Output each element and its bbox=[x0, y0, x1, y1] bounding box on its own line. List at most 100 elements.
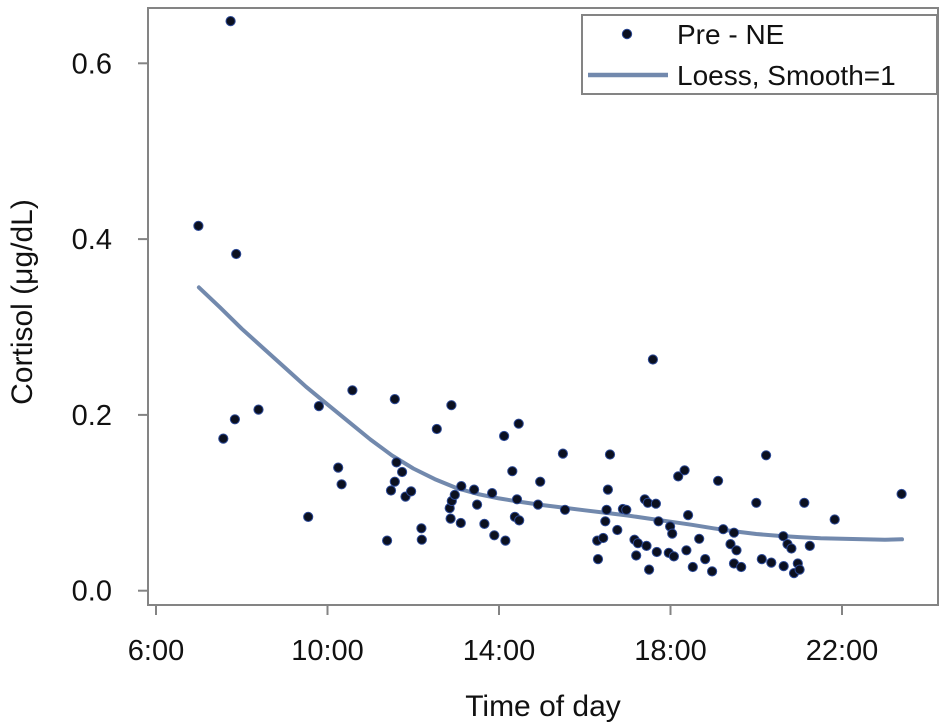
y-axis-title: Cortisol (μg/dL) bbox=[6, 199, 39, 405]
axis-ticks bbox=[138, 62, 843, 615]
scatter-point bbox=[499, 430, 510, 442]
scatter-point bbox=[896, 488, 907, 500]
scatter-point bbox=[385, 485, 397, 496]
scatter-point bbox=[559, 504, 571, 515]
scatter-point bbox=[397, 466, 408, 478]
x-tick-label: 14:00 bbox=[463, 635, 536, 667]
scatter-point bbox=[736, 561, 747, 573]
scatter-point bbox=[650, 498, 662, 509]
scatter-point bbox=[667, 528, 678, 539]
scatter-point bbox=[653, 516, 664, 527]
scatter-point bbox=[445, 513, 456, 524]
scatter-point bbox=[507, 466, 518, 477]
scatter-point bbox=[225, 16, 236, 27]
scatter-point bbox=[631, 550, 642, 561]
scatter-point bbox=[514, 515, 525, 526]
scatter-point bbox=[253, 404, 264, 415]
scatter-point bbox=[218, 433, 229, 444]
legend-marker-dot-icon bbox=[621, 28, 633, 40]
scatter-point bbox=[756, 554, 767, 565]
scatter-point bbox=[766, 557, 777, 568]
scatter-point bbox=[431, 423, 442, 435]
scatter-point bbox=[621, 504, 632, 515]
scatter-point bbox=[303, 511, 314, 523]
scatter-point bbox=[681, 545, 692, 556]
scatter-point bbox=[489, 530, 500, 541]
scatter-point bbox=[513, 418, 524, 429]
scatter-point bbox=[612, 524, 623, 536]
scatter-point bbox=[479, 518, 490, 530]
scatter-point bbox=[455, 517, 466, 529]
scatter-point bbox=[416, 534, 427, 545]
scatter-point bbox=[751, 497, 762, 508]
scatter-point bbox=[600, 516, 611, 527]
scatter-point bbox=[700, 554, 711, 565]
scatter-point bbox=[416, 523, 427, 534]
scatter-point bbox=[668, 551, 680, 562]
y-tick-label: 0.0 bbox=[72, 576, 112, 608]
scatter-point bbox=[336, 479, 347, 490]
scatter-point bbox=[761, 450, 772, 461]
scatter-point bbox=[333, 462, 344, 473]
loess-line bbox=[196, 285, 904, 542]
scatter-point bbox=[601, 504, 612, 515]
scatter-point bbox=[456, 481, 467, 492]
scatter-point bbox=[794, 564, 805, 575]
legend: Pre - NE Loess, Smooth=1 bbox=[581, 14, 938, 95]
scatter-point bbox=[673, 471, 684, 482]
plot-frame bbox=[147, 7, 939, 606]
scatter-point bbox=[829, 514, 840, 525]
scatter-point bbox=[231, 248, 242, 260]
scatter-point bbox=[532, 499, 544, 510]
scatter-point bbox=[713, 475, 724, 486]
scatter-point bbox=[694, 533, 705, 544]
scatter-point bbox=[598, 532, 609, 544]
legend-item-label: Loess, Smooth=1 bbox=[677, 60, 896, 91]
scatter-point bbox=[469, 484, 480, 495]
scatter-point bbox=[647, 354, 659, 365]
scatter-point bbox=[731, 545, 742, 556]
scatter-point bbox=[389, 394, 400, 405]
scatter-point bbox=[683, 509, 694, 521]
x-tick-label: 6:00 bbox=[128, 635, 184, 667]
scatter-point bbox=[229, 414, 240, 425]
scatter-point bbox=[679, 465, 690, 476]
x-tick-label: 22:00 bbox=[806, 635, 879, 667]
scatter-point bbox=[778, 561, 789, 572]
scatter-point bbox=[786, 543, 797, 554]
scatter-point bbox=[500, 535, 511, 546]
y-tick-label: 0.4 bbox=[72, 224, 112, 256]
scatter-point bbox=[604, 449, 616, 460]
scatter-point bbox=[718, 524, 729, 535]
scatter-point bbox=[446, 400, 457, 411]
scatter-point bbox=[472, 499, 483, 510]
scatter-point bbox=[347, 385, 358, 396]
scatter-point bbox=[641, 540, 652, 552]
scatter-point bbox=[728, 527, 740, 538]
scatter-point bbox=[632, 538, 644, 549]
y-tick-label: 0.6 bbox=[72, 48, 112, 80]
scatter-point bbox=[651, 546, 662, 558]
scatter-point bbox=[487, 488, 498, 499]
scatter-point bbox=[687, 561, 698, 573]
x-tick-label: 18:00 bbox=[634, 635, 707, 667]
scatter-point bbox=[449, 489, 460, 500]
x-tick-label: 10:00 bbox=[291, 635, 364, 667]
loess-line-group bbox=[196, 285, 904, 542]
scatter-point bbox=[382, 535, 393, 546]
scatter-point bbox=[602, 484, 614, 495]
scatter-point bbox=[391, 457, 402, 468]
legend-item-label: Pre - NE bbox=[677, 19, 784, 50]
scatter-point bbox=[193, 220, 204, 231]
y-tick-label: 0.2 bbox=[72, 400, 112, 432]
scatter-point bbox=[535, 476, 546, 487]
x-axis-title: Time of day bbox=[465, 690, 621, 723]
axis-tick-labels: 6:00 10:00 14:00 18:00 22:00 0.0 0.2 0.4 0.6 bbox=[72, 48, 879, 667]
scatter-point bbox=[313, 401, 324, 412]
scatter-point bbox=[557, 448, 569, 459]
scatter-point bbox=[725, 539, 736, 550]
scatter-point bbox=[644, 564, 655, 575]
scatter-point bbox=[406, 486, 417, 497]
